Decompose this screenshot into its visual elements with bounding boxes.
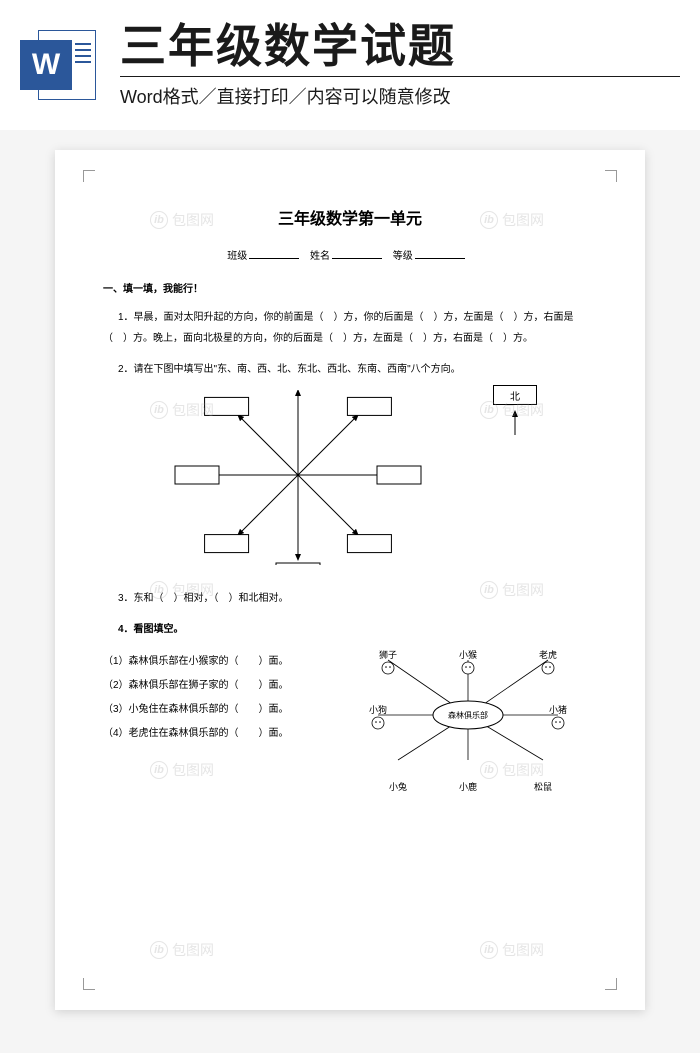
crop-mark <box>605 978 617 990</box>
header-subtitle: Word格式／直接打印／内容可以随意修改 <box>120 83 680 109</box>
question-4: 4．看图填空。 <box>103 619 597 640</box>
svg-text:老虎: 老虎 <box>539 650 557 660</box>
q4-items: （1）森林俱乐部在小猴家的（ ）面。 （2）森林俱乐部在狮子家的（ ）面。 （3… <box>103 650 358 805</box>
north-box: 北 <box>493 385 537 405</box>
svg-text:松鼠: 松鼠 <box>534 781 552 792</box>
svg-text:小兔: 小兔 <box>389 781 407 792</box>
question-1: 1．早晨，面对太阳升起的方向，你的前面是（ ）方，你的后面是（ ）方，左面是（ … <box>103 307 597 349</box>
header-text: 三年级数学试题 Word格式／直接打印／内容可以随意修改 <box>120 21 680 109</box>
info-blank[interactable] <box>249 248 299 259</box>
word-icon-letter: W <box>20 40 72 90</box>
info-field-label: 等级 <box>393 251 413 262</box>
info-field-label: 班级 <box>227 251 247 262</box>
document-title: 三年级数学第一单元 <box>103 205 597 229</box>
q4-item: （1）森林俱乐部在小猴家的（ ）面。 <box>103 650 358 674</box>
svg-text:小鹿: 小鹿 <box>459 781 477 792</box>
svg-text:小猴: 小猴 <box>459 650 477 660</box>
crop-mark <box>83 978 95 990</box>
header-banner: W 三年级数学试题 Word格式／直接打印／内容可以随意修改 <box>0 0 700 130</box>
question-3: 3．东和（ ）相对，（ ）和北相对。 <box>103 588 597 609</box>
document-page: 三年级数学第一单元 班级 姓名 等级 一、填一填，我能行！ 1．早晨，面对太阳升… <box>55 150 645 1010</box>
crop-mark <box>83 170 95 182</box>
info-blank[interactable] <box>332 248 382 259</box>
svg-text:小狗: 小狗 <box>369 704 387 715</box>
q4-row: （1）森林俱乐部在小猴家的（ ）面。 （2）森林俱乐部在狮子家的（ ）面。 （3… <box>103 650 597 805</box>
forest-svg: 森林俱乐部 狮子 小猴 老虎小狗 小猪小兔 小鹿 松鼠 <box>358 650 588 800</box>
north-arrow-icon <box>493 409 537 437</box>
info-line: 班级 姓名 等级 <box>103 247 597 262</box>
question-2: 2．请在下图中填写出"东、南、西、北、东北、西北、东南、西南"八个方向。 <box>103 359 597 380</box>
info-blank[interactable] <box>415 248 465 259</box>
word-icon: W <box>20 25 100 105</box>
svg-text:小猪: 小猪 <box>549 704 567 715</box>
section-heading: 一、填一填，我能行！ <box>103 280 597 295</box>
page-wrap: 三年级数学第一单元 班级 姓名 等级 一、填一填，我能行！ 1．早晨，面对太阳升… <box>0 130 700 1040</box>
forest-diagram: 森林俱乐部 狮子 小猴 老虎小狗 小猪小兔 小鹿 松鼠 <box>358 650 597 805</box>
north-reference: 北 <box>493 385 537 440</box>
q4-item: （2）森林俱乐部在狮子家的（ ）面。 <box>103 674 358 698</box>
q4-item: （4）老虎住在森林俱乐部的（ ）面。 <box>103 722 358 746</box>
info-field-label: 姓名 <box>310 251 330 262</box>
svg-text:森林俱乐部: 森林俱乐部 <box>448 710 488 720</box>
compass-diagram: 北 <box>103 390 597 570</box>
compass-svg <box>163 390 463 565</box>
q4-item: （3）小兔住在森林俱乐部的（ ）面。 <box>103 698 358 722</box>
header-title: 三年级数学试题 <box>120 21 680 72</box>
svg-text:狮子: 狮子 <box>379 650 397 660</box>
crop-mark <box>605 170 617 182</box>
header-divider <box>120 76 680 77</box>
